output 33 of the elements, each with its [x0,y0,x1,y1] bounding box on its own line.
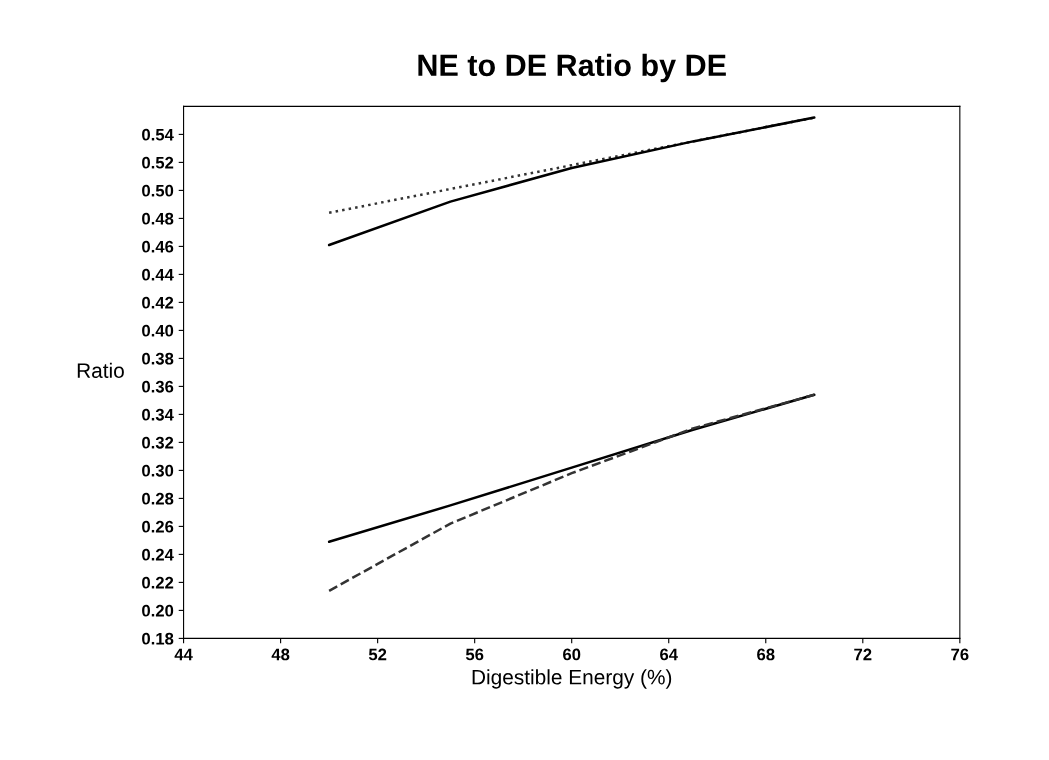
x-tick-label: 68 [757,648,775,661]
y-tick-label: 0.52 [142,156,174,169]
y-tick-label: 0.26 [142,520,174,533]
y-tick-label: 0.46 [142,240,174,253]
line-series [327,116,816,247]
x-tick-label: 72 [854,648,872,661]
x-tick-label: 44 [174,648,193,661]
x-tick-label: 52 [368,648,387,661]
y-tick-label: 0.34 [142,408,174,421]
y-tick-label: 0.48 [142,212,174,225]
y-tick-label: 0.44 [142,268,174,281]
y-tick-label: 0.24 [142,548,174,561]
line-series [327,393,816,593]
y-tick-label: 0.42 [142,296,174,309]
x-tick-label: 56 [465,648,484,661]
y-tick-label: 0.38 [142,352,174,365]
chart-title: NE to DE Ratio by DE [418,53,726,83]
y-tick-label: 0.36 [142,380,174,393]
y-tick-label: 0.28 [142,492,174,505]
x-tick-label: 60 [563,648,581,661]
x-tick-label: 48 [271,648,290,661]
x-tick-label: 76 [951,648,969,661]
y-tick-label: 0.54 [142,128,174,141]
y-tick-label: 0.40 [142,324,174,337]
y-axis-title: Ratio [77,362,124,378]
y-tick-label: 0.18 [142,632,174,645]
y-tick-label: 0.32 [142,436,174,449]
y-tick-label: 0.30 [142,464,174,477]
y-tick-label: 0.22 [142,576,174,589]
x-axis-title: Digestible Energy (%) [472,669,672,689]
y-tick-label: 0.50 [142,184,174,197]
x-tick-label: 64 [660,648,678,661]
y-tick-label: 0.20 [142,604,174,617]
